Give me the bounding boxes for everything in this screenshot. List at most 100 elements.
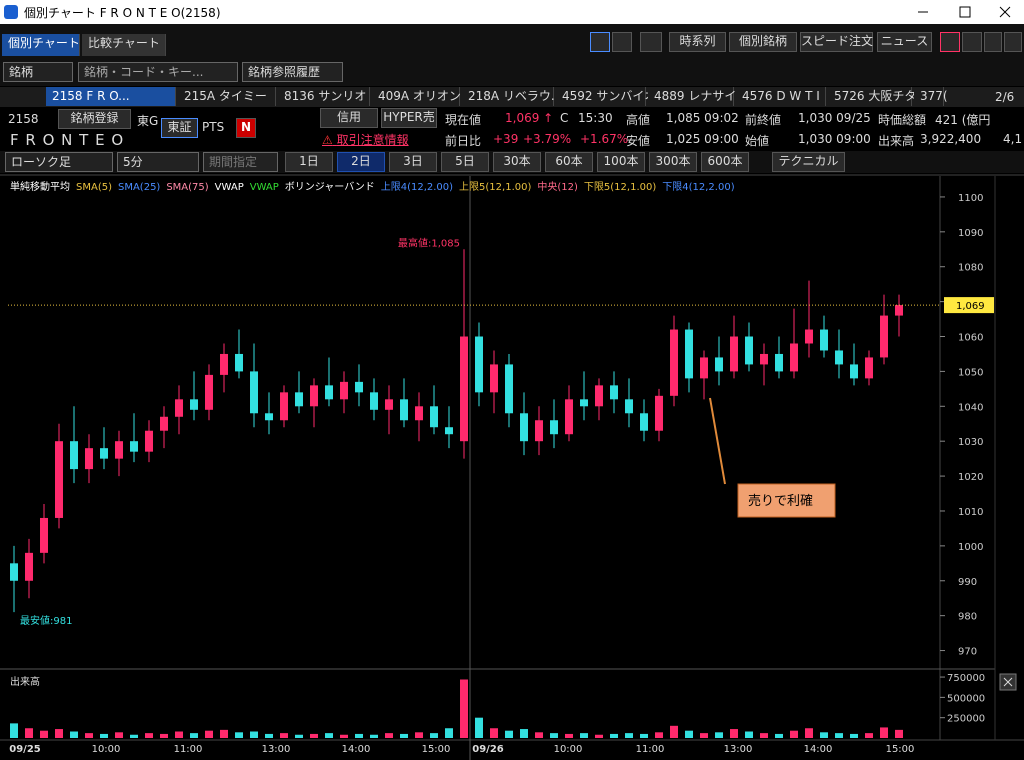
dropdown[interactable]: 5分 xyxy=(117,152,199,172)
value: +1.67% xyxy=(580,132,629,146)
candle-body xyxy=(685,329,693,379)
dropdown[interactable]: 銘柄参照履歴 xyxy=(242,62,343,82)
label: 前日比 xyxy=(445,134,482,148)
button[interactable]: 銘柄登録 xyxy=(58,109,131,129)
volume-bar xyxy=(835,733,843,738)
range-button[interactable]: 60本 xyxy=(545,152,593,172)
refresh-icon[interactable] xyxy=(962,32,982,52)
volume-bar xyxy=(730,729,738,738)
label: 前終値 xyxy=(745,113,782,127)
y-tick-label: 1040 xyxy=(958,402,983,413)
candle-body xyxy=(160,416,168,431)
volume-bar xyxy=(100,733,108,738)
button[interactable]: HYPER売 xyxy=(381,108,437,128)
link-icon[interactable] xyxy=(940,32,960,52)
legend-entry: 上限5(12,1.00) xyxy=(459,181,531,193)
stock-tab[interactable]: 2158 F R O... xyxy=(46,87,176,106)
legend-entry: SMA(75) xyxy=(166,182,208,193)
layout-icon[interactable] xyxy=(590,32,610,52)
stock-tab[interactable]: 8136 サンリオ xyxy=(278,87,370,106)
time-label: 15:00 xyxy=(422,744,451,755)
volume-bar xyxy=(145,733,153,738)
time-label: 09/26 xyxy=(472,744,504,755)
volume-bar xyxy=(685,730,693,738)
stock-tab[interactable]: 5726 大阪チタ xyxy=(828,87,916,106)
time-label: 14:00 xyxy=(804,744,833,755)
label: 高値 xyxy=(626,113,651,127)
stock-tab[interactable]: 4889 レナサイ... xyxy=(648,87,748,106)
range-button[interactable]: 5日 xyxy=(441,152,489,172)
volume-bar xyxy=(70,731,78,738)
dropdown[interactable]: 銘柄 xyxy=(3,62,73,82)
button[interactable]: 東証 xyxy=(161,118,198,138)
volume-bar xyxy=(565,733,573,738)
volume-bar xyxy=(865,733,873,738)
candle-body xyxy=(265,413,273,421)
text-icon[interactable] xyxy=(984,32,1002,52)
volume-title: 出来高 xyxy=(10,675,40,688)
candle-body xyxy=(175,399,183,417)
title-bar: 個別チャート F R O N T E O(2158) xyxy=(0,0,1024,24)
stock-tab[interactable]: 218A リベラウ... xyxy=(462,87,562,106)
button[interactable]: 個別銘柄 xyxy=(729,32,797,52)
range-button[interactable]: 600本 xyxy=(701,152,749,172)
y-tick-label: 1050 xyxy=(958,367,983,378)
y-tick-label: 1100 xyxy=(958,193,983,204)
candle-body xyxy=(880,315,888,358)
range-button[interactable]: 300本 xyxy=(649,152,697,172)
stock-tab[interactable]: 409A オリオン... xyxy=(372,87,472,106)
tab[interactable]: 個別チャート xyxy=(2,34,80,56)
note: 売りで利確 xyxy=(748,493,813,509)
range-button[interactable]: 1日 xyxy=(285,152,333,172)
expand-icon[interactable] xyxy=(640,32,662,52)
volume-bar xyxy=(160,733,168,738)
range-button[interactable]: 2日 xyxy=(337,152,385,172)
volume-bar xyxy=(670,725,678,738)
candle-body xyxy=(475,336,483,393)
button[interactable]: スピード注文 xyxy=(800,32,873,52)
candle-body xyxy=(115,441,123,459)
range-button[interactable]: 100本 xyxy=(597,152,645,172)
dropdown[interactable]: ローソク足 xyxy=(5,152,113,172)
volume-bar xyxy=(55,729,63,738)
volume-bar xyxy=(85,733,93,738)
button[interactable]: 時系列 xyxy=(669,32,726,52)
time-label: 15:00 xyxy=(886,744,915,755)
stock-tab[interactable]: 215A タイミー xyxy=(178,87,276,106)
button[interactable]: テクニカル xyxy=(772,152,845,172)
label: 安値 xyxy=(626,134,651,148)
window-controls[interactable] xyxy=(900,0,1024,24)
warning[interactable]: ⚠ 取引注意情報 xyxy=(322,133,409,147)
help-icon[interactable] xyxy=(1004,32,1022,52)
volume-bar xyxy=(760,733,768,738)
button[interactable]: ニュース xyxy=(877,32,932,52)
n-icon[interactable]: N xyxy=(236,118,256,138)
button[interactable]: 信用 xyxy=(320,108,378,128)
candle-body xyxy=(625,399,633,414)
volume-bar xyxy=(490,728,498,738)
label: 時価総額 xyxy=(878,113,927,127)
volume-bar xyxy=(220,729,228,738)
app-icon xyxy=(4,5,18,19)
layout-icon[interactable] xyxy=(612,32,632,52)
range-button[interactable]: 3日 xyxy=(389,152,437,172)
label: 現在値 xyxy=(445,113,482,127)
stock-tab[interactable]: 377( xyxy=(914,87,948,106)
volume-bar xyxy=(355,733,363,738)
stock-tab[interactable]: 4576 D W T I xyxy=(736,87,826,106)
warning-text[interactable]: 取引注意情報 xyxy=(336,133,409,147)
volume-bar xyxy=(250,731,258,738)
search-input[interactable]: 銘柄・コード・キー... xyxy=(78,62,238,82)
volume-bar xyxy=(460,679,468,738)
time-label: 10:00 xyxy=(554,744,583,755)
range-button[interactable]: 30本 xyxy=(493,152,541,172)
value: 15:30 xyxy=(578,111,613,125)
candle-body xyxy=(850,364,858,379)
volume-bar xyxy=(535,732,543,738)
pts[interactable]: PTS xyxy=(202,120,225,134)
tab[interactable]: 比較チャート xyxy=(82,34,166,56)
stock-tab[interactable]: 4592 サンバイオ xyxy=(556,87,656,106)
volume-bar xyxy=(745,731,753,738)
volume-bar xyxy=(265,733,273,738)
